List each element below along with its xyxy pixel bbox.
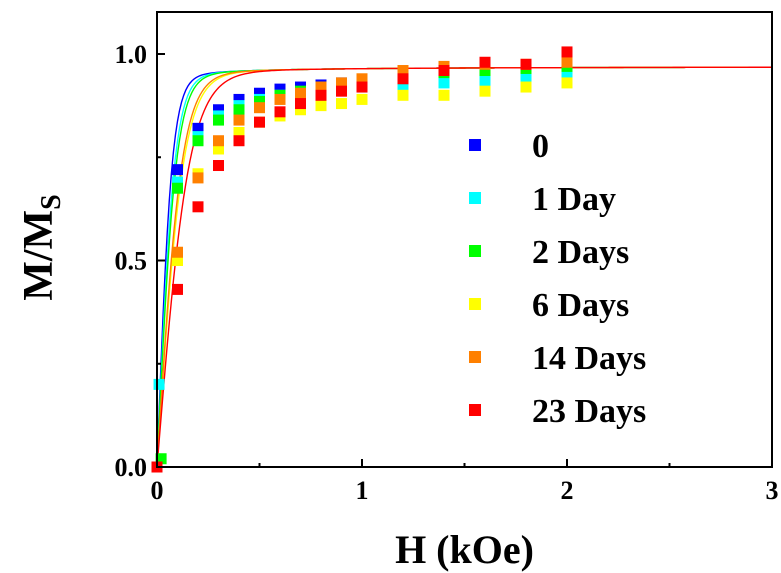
data-point — [254, 117, 265, 128]
data-point — [480, 86, 491, 97]
x-tick-label: 2 — [561, 476, 574, 505]
data-point — [316, 90, 327, 101]
y-axis-label-main: M/M — [16, 210, 62, 301]
data-point — [172, 164, 183, 175]
legend-marker — [469, 298, 481, 310]
data-point — [275, 94, 286, 105]
legend-label: 6 Days — [532, 287, 629, 324]
data-point — [439, 65, 450, 76]
y-axis-label: M/MS — [16, 194, 67, 301]
fit-curve — [157, 67, 772, 467]
data-point — [172, 183, 183, 194]
data-point — [193, 201, 204, 212]
data-point — [234, 115, 245, 126]
data-point — [254, 102, 265, 113]
y-tick-label: 1.0 — [115, 40, 148, 69]
fit-curve — [157, 67, 772, 467]
data-point — [398, 90, 409, 101]
y-tick-label: 0.0 — [115, 453, 148, 482]
legend-marker — [469, 245, 481, 257]
data-point — [439, 90, 450, 101]
data-point — [439, 77, 450, 88]
fit-curves — [157, 67, 772, 467]
x-tick-label: 1 — [356, 476, 369, 505]
data-point — [357, 94, 368, 105]
legend-marker — [469, 404, 481, 416]
y-axis-label-subscript: S — [36, 194, 67, 210]
legend-marker — [469, 139, 481, 151]
fit-curve — [157, 67, 772, 467]
fit-curve — [157, 67, 772, 467]
data-point — [154, 379, 165, 390]
data-point — [213, 115, 224, 126]
legend-label: 14 Days — [532, 340, 646, 377]
data-point — [562, 77, 573, 88]
legend-label: 2 Days — [532, 234, 629, 271]
x-tick-label: 0 — [151, 476, 164, 505]
data-point — [357, 82, 368, 93]
x-tick-label: 3 — [766, 476, 779, 505]
data-point — [336, 86, 347, 97]
data-point — [234, 135, 245, 146]
legend-label: 23 Days — [532, 393, 646, 430]
data-point — [521, 59, 532, 70]
fit-curve — [157, 67, 772, 467]
data-point — [213, 160, 224, 171]
x-axis-label: H (kOe) — [395, 527, 534, 572]
data-point — [336, 98, 347, 109]
data-point — [480, 75, 491, 86]
data-point — [172, 247, 183, 258]
data-point — [562, 57, 573, 68]
data-point — [275, 106, 286, 117]
axis-ticks — [157, 54, 772, 467]
data-point — [398, 73, 409, 84]
legend-marker — [469, 351, 481, 363]
data-point — [193, 135, 204, 146]
y-tick-label: 0.5 — [115, 247, 148, 276]
data-point — [193, 172, 204, 183]
legend: 0 1 Day 2 Days 6 Days 14 Days 23 Days — [469, 128, 646, 430]
plot-frame — [157, 12, 772, 467]
data-points — [152, 46, 573, 472]
data-point — [316, 100, 327, 111]
legend-label: 1 Day — [532, 181, 616, 218]
data-point — [172, 284, 183, 295]
data-point — [562, 46, 573, 57]
legend-label: 0 — [532, 128, 549, 165]
data-point — [521, 82, 532, 93]
legend-marker — [469, 192, 481, 204]
data-point — [480, 57, 491, 68]
fit-curve — [157, 67, 772, 467]
data-point — [234, 104, 245, 115]
data-point — [295, 98, 306, 109]
data-point — [295, 88, 306, 99]
data-point — [213, 135, 224, 146]
